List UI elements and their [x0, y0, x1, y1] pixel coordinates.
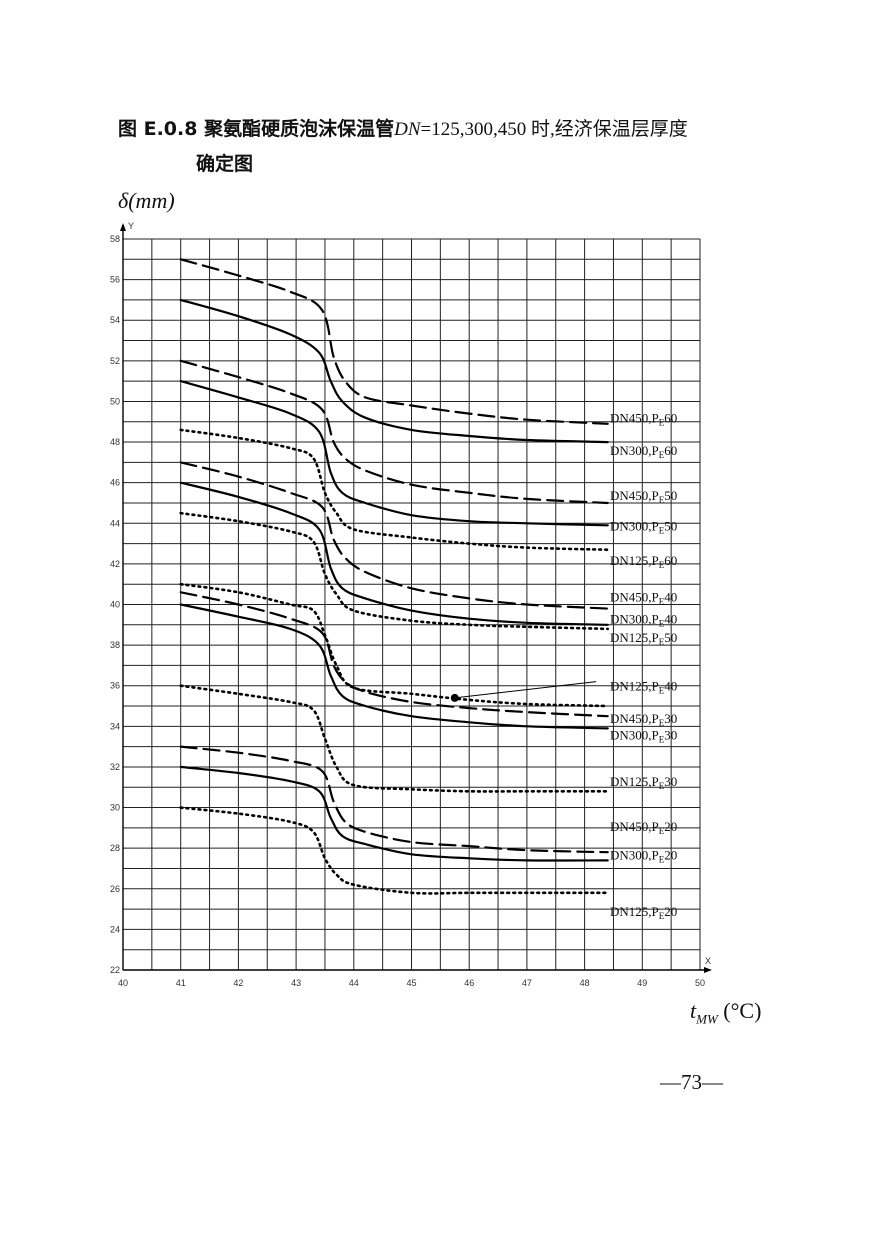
- y-tick-label: 48: [110, 437, 120, 447]
- series-line: [179, 481, 609, 626]
- series-line: [179, 745, 609, 854]
- y-tick-label: 26: [110, 884, 120, 894]
- series-line: [179, 359, 609, 505]
- x-axis-label-sub: MW: [696, 1011, 718, 1027]
- title-prefix: 图 E.0.8 聚氨酯硬质泡沫保温管: [118, 118, 395, 140]
- y-tick-label: 42: [110, 559, 120, 569]
- y-tick-label: 54: [110, 315, 120, 325]
- y-tick-label: 34: [110, 721, 120, 731]
- x-axis-label: tMW (°C): [690, 998, 761, 1027]
- series-label: DN450,PE20: [610, 819, 677, 836]
- series-label: DN300,PE20: [610, 847, 677, 864]
- series-line: [179, 806, 609, 895]
- x-axis-label-main: t: [690, 998, 697, 1023]
- series-label: DN125,PE60: [610, 553, 677, 570]
- series-label: DN300,PE40: [610, 612, 677, 629]
- series-line: [179, 603, 609, 730]
- y-tick-label: 36: [110, 681, 120, 691]
- series-line: [179, 511, 609, 631]
- x-tick-label: 49: [637, 978, 647, 988]
- y-tick-label: 24: [110, 924, 120, 934]
- x-axis-tag: X: [705, 956, 711, 966]
- series-label: DN125,PE40: [610, 679, 677, 696]
- y-tick-label: 50: [110, 396, 120, 406]
- y-tick-label: 38: [110, 640, 120, 650]
- y-axis-label: δ(mm): [118, 188, 175, 213]
- series-label: DN125,PE50: [610, 630, 677, 647]
- series-label: DN300,PE50: [610, 518, 677, 535]
- y-axis-arrow: [120, 223, 126, 231]
- x-tick-label: 50: [695, 978, 705, 988]
- x-axis-label-unit: (°C): [723, 998, 762, 1023]
- y-tick-label: 28: [110, 843, 120, 853]
- title-values: =125,300,450 时,经济保温层厚度: [420, 119, 688, 140]
- x-tick-label: 42: [233, 978, 243, 988]
- series-line: [179, 380, 609, 527]
- series-label: DN300,PE60: [610, 443, 677, 460]
- x-tick-label: 46: [464, 978, 474, 988]
- series-line: [179, 684, 609, 793]
- y-tick-label: 32: [110, 762, 120, 772]
- figure-title: 图 E.0.8 聚氨酯硬质泡沫保温管DN=125,300,450 时,经济保温层…: [118, 112, 688, 181]
- series-line: [179, 461, 609, 610]
- x-tick-label: 43: [291, 978, 301, 988]
- y-tick-label: 58: [110, 234, 120, 244]
- title-line2: 确定图: [196, 153, 254, 175]
- y-tick-label: 52: [110, 356, 120, 366]
- title-dn: DN: [394, 119, 421, 140]
- x-tick-label: 41: [176, 978, 186, 988]
- series-line: [179, 258, 609, 425]
- marker-pointer-line: [454, 681, 597, 699]
- series-line: [179, 765, 609, 862]
- page-number: —73—: [660, 1070, 723, 1094]
- series-label: DN450,PE30: [610, 711, 677, 728]
- series-label: DN450,PE40: [610, 589, 677, 606]
- x-tick-label: 45: [406, 978, 416, 988]
- x-tick-label: 48: [580, 978, 590, 988]
- y-tick-label: 46: [110, 478, 120, 488]
- x-tick-label: 47: [522, 978, 532, 988]
- y-tick-label: 30: [110, 803, 120, 813]
- y-tick-label: 44: [110, 518, 120, 528]
- series-line: [179, 582, 609, 708]
- marker-point: [450, 693, 459, 702]
- series-label: DN300,PE30: [610, 727, 677, 744]
- series-line: [179, 591, 609, 718]
- x-axis-arrow: [704, 967, 712, 973]
- y-tick-label: 22: [110, 965, 120, 975]
- x-tick-label: 44: [349, 978, 359, 988]
- series-line: [179, 298, 609, 444]
- series-label: DN125,PE30: [610, 774, 677, 791]
- y-axis-tag: Y: [128, 221, 134, 231]
- y-tick-label: 56: [110, 275, 120, 285]
- x-tick-label: 40: [118, 978, 128, 988]
- series-label: DN450,PE60: [610, 411, 677, 428]
- y-tick-label: 40: [110, 600, 120, 610]
- series-label: DN125,PE20: [610, 904, 677, 921]
- series-line: [179, 428, 609, 551]
- series-label: DN450,PE50: [610, 488, 677, 505]
